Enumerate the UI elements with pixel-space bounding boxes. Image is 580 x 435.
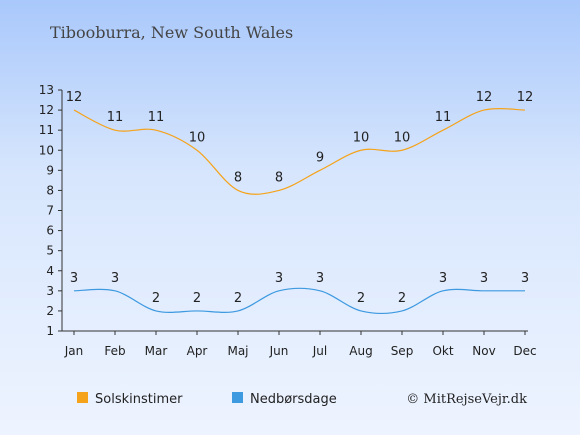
data-label: 12 (66, 90, 83, 105)
x-tick-label: Mar (145, 344, 168, 358)
legend-swatch-rain (232, 392, 243, 403)
y-tick-label: 1 (46, 324, 54, 338)
series-line-sun (73, 108, 526, 195)
x-tick-label: Aug (349, 344, 372, 358)
data-label: 10 (394, 130, 411, 145)
y-tick-label: 10 (39, 143, 54, 157)
data-label: 11 (107, 110, 124, 125)
x-tick-label: Jun (269, 344, 289, 358)
chart-title: Tibooburra, New South Wales (50, 23, 293, 42)
y-tick-label: 3 (46, 284, 54, 298)
data-label: 12 (517, 90, 534, 105)
y-tick-label: 7 (46, 204, 54, 218)
y-tick-label: 9 (46, 163, 54, 177)
y-tick-label: 2 (46, 304, 54, 318)
data-label: 9 (316, 150, 324, 165)
legend-label-rain: Nedbørsdage (250, 392, 337, 407)
series-layer (73, 108, 526, 315)
y-tick-label: 12 (39, 103, 54, 117)
y-tick-label: 13 (39, 83, 54, 97)
data-label: 10 (353, 130, 370, 145)
y-tick-label: 8 (46, 183, 54, 197)
data-label: 11 (148, 110, 165, 125)
data-label: 3 (521, 271, 529, 286)
x-tick-label: Feb (104, 344, 125, 358)
x-tick-label: Dec (513, 344, 536, 358)
data-label: 11 (435, 110, 452, 125)
legend-label-sun: Solskinstimer (95, 392, 183, 407)
y-tick-label: 5 (46, 244, 54, 258)
series-line-rain (73, 287, 525, 315)
data-label: 3 (275, 271, 283, 286)
data-label: 3 (480, 271, 488, 286)
data-labels: 12 11 11 10 8 8 9 10 10 11 12 12 3 3 2 2 2 3 3 2 2 3 3 3 (66, 90, 534, 306)
data-label: 3 (316, 271, 324, 286)
data-label: 12 (476, 90, 493, 105)
x-tick-label: Jan (64, 344, 84, 358)
data-label: 3 (439, 271, 447, 286)
data-label: 2 (398, 291, 406, 306)
copyright-text: © MitRejseVejr.dk (406, 392, 527, 407)
data-label: 3 (111, 271, 119, 286)
data-label: 2 (357, 291, 365, 306)
y-tick-label: 4 (46, 264, 54, 278)
x-tick-label: Apr (187, 344, 208, 358)
legend: Solskinstimer Nedbørsdage (77, 392, 337, 407)
x-tick-label: Okt (432, 344, 453, 358)
data-label: 10 (189, 130, 206, 145)
x-tick-label: Sep (391, 344, 414, 358)
y-tick-label: 6 (46, 224, 54, 238)
data-label: 2 (234, 291, 242, 306)
x-tick-label: Maj (227, 344, 248, 358)
x-tick-label: Nov (472, 344, 495, 358)
y-tick-label: 11 (39, 123, 54, 137)
data-label: 3 (70, 271, 78, 286)
data-label: 2 (193, 291, 201, 306)
data-label: 8 (234, 170, 242, 185)
x-tick-label: Jul (312, 344, 327, 358)
data-label: 8 (275, 170, 283, 185)
data-label: 2 (152, 291, 160, 306)
legend-swatch-sun (77, 392, 88, 403)
